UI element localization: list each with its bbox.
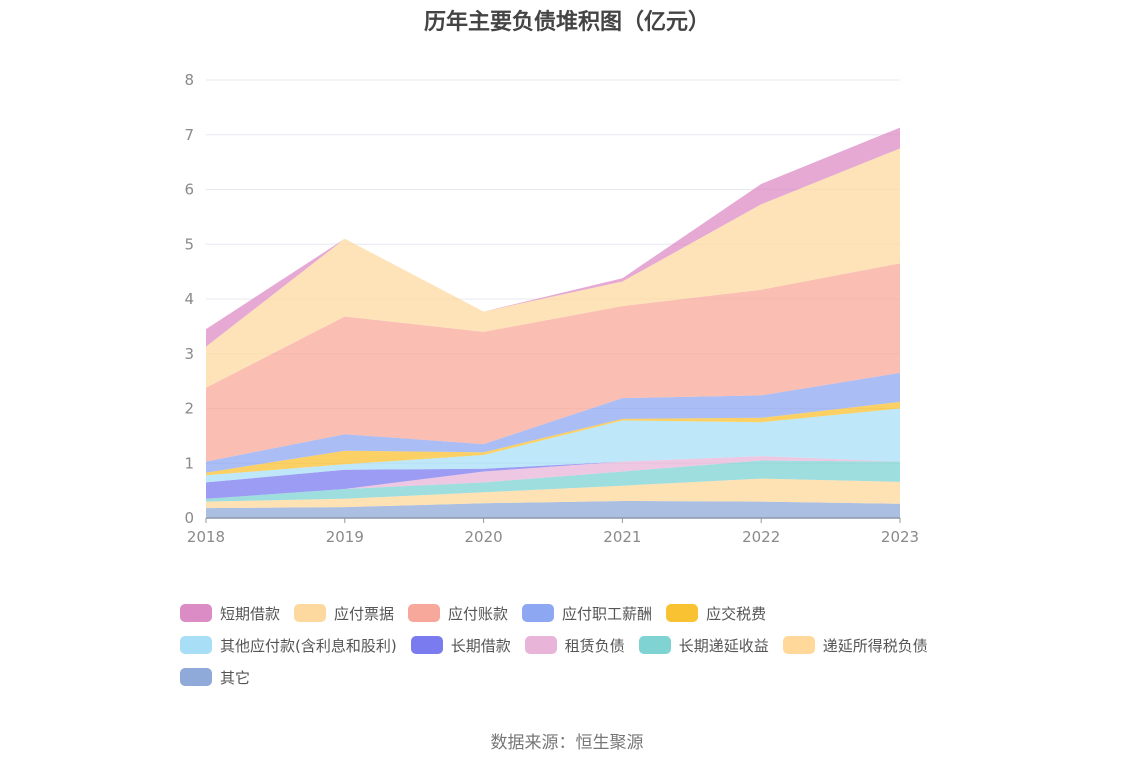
area-series-2 [206, 460, 900, 502]
legend-label: 租赁负债 [564, 636, 625, 655]
legend-swatch [522, 604, 555, 622]
chart-title: 历年主要负债堆积图（亿元） [423, 10, 710, 35]
legend-swatch [638, 636, 671, 654]
legend-item[interactable]: 长期递延收益 [638, 635, 769, 656]
y-tick-label: 0 [184, 509, 194, 527]
legend-label: 应付账款 [448, 604, 509, 623]
legend-item[interactable]: 短期借款 [180, 603, 280, 624]
area-layer [206, 127, 900, 518]
legend-row: 其它 [180, 661, 1000, 693]
x-tick-label: 2018 [187, 528, 225, 546]
legend: 短期借款 应付票据 应付账款 应付职工薪酬 应交税费其他应付款(含利息和股利) 长期借款 租… [180, 597, 1000, 693]
legend-swatch [410, 636, 443, 654]
y-tick-label: 5 [184, 235, 194, 253]
legend-swatch [180, 668, 212, 686]
y-tick-label: 6 [184, 181, 194, 199]
x-tick-label: 2023 [881, 528, 919, 546]
area-series-1 [206, 478, 900, 509]
legend-label: 其他应付款(含利息和股利) [220, 636, 397, 655]
legend-row: 其他应付款(含利息和股利) 长期借款 租赁负债 长期递延收益 递延所得税负债 [180, 629, 1000, 661]
legend-item[interactable]: 应交税费 [666, 603, 766, 624]
legend-label: 应付票据 [334, 604, 395, 623]
legend-item[interactable]: 递延所得税负债 [782, 635, 928, 656]
legend-item[interactable]: 其他应付款(含利息和股利) [180, 635, 397, 656]
legend-item[interactable]: 租赁负债 [524, 635, 625, 656]
y-tick-label: 4 [184, 290, 194, 308]
axis-layer: 0 1 2 3 4 5 6 7 8 2018 2019 2020 2021 2022 2023 [184, 71, 919, 546]
y-tick-label: 7 [184, 126, 194, 144]
legend-item[interactable]: 应付账款 [408, 603, 508, 624]
legend-label: 应付职工薪酬 [562, 604, 653, 623]
y-tick-label: 2 [184, 400, 194, 418]
area-series-4 [206, 456, 900, 499]
x-tick-label: 2019 [326, 528, 364, 546]
area-series-5 [206, 408, 900, 483]
legend-item[interactable]: 其它 [180, 667, 250, 688]
legend-label: 应交税费 [706, 604, 767, 623]
y-tick-label: 1 [184, 454, 194, 472]
area-series-0 [206, 501, 900, 518]
legend-item[interactable]: 应付职工薪酬 [522, 603, 652, 624]
area-series-8 [206, 263, 900, 462]
legend-label: 长期递延收益 [678, 636, 769, 655]
legend-swatch [782, 636, 815, 654]
legend-swatch [180, 636, 212, 654]
legend-swatch [524, 636, 557, 654]
area-series-6 [206, 401, 900, 476]
legend-label: 短期借款 [220, 604, 281, 623]
y-tick-label: 8 [184, 71, 194, 89]
x-tick-label: 2021 [603, 528, 641, 546]
x-tick-label: 2020 [465, 528, 503, 546]
legend-swatch [666, 604, 699, 622]
x-tick-label: 2022 [742, 528, 780, 546]
legend-item[interactable]: 长期借款 [410, 635, 511, 656]
legend-swatch [294, 604, 327, 622]
legend-label: 递延所得税负债 [822, 636, 928, 655]
source-note: 数据来源：恒生聚源 [490, 733, 644, 753]
legend-swatch [408, 604, 441, 622]
legend-label: 其它 [220, 668, 251, 687]
legend-row: 短期借款 应付票据 应付账款 应付职工薪酬 应交税费 [180, 597, 1000, 629]
legend-label: 长期借款 [450, 636, 511, 655]
area-series-3 [206, 456, 900, 499]
y-tick-label: 3 [184, 345, 194, 363]
legend-swatch [180, 604, 212, 622]
area-series-7 [206, 372, 900, 473]
area-series-9 [206, 148, 900, 388]
legend-item[interactable]: 应付票据 [294, 603, 394, 624]
